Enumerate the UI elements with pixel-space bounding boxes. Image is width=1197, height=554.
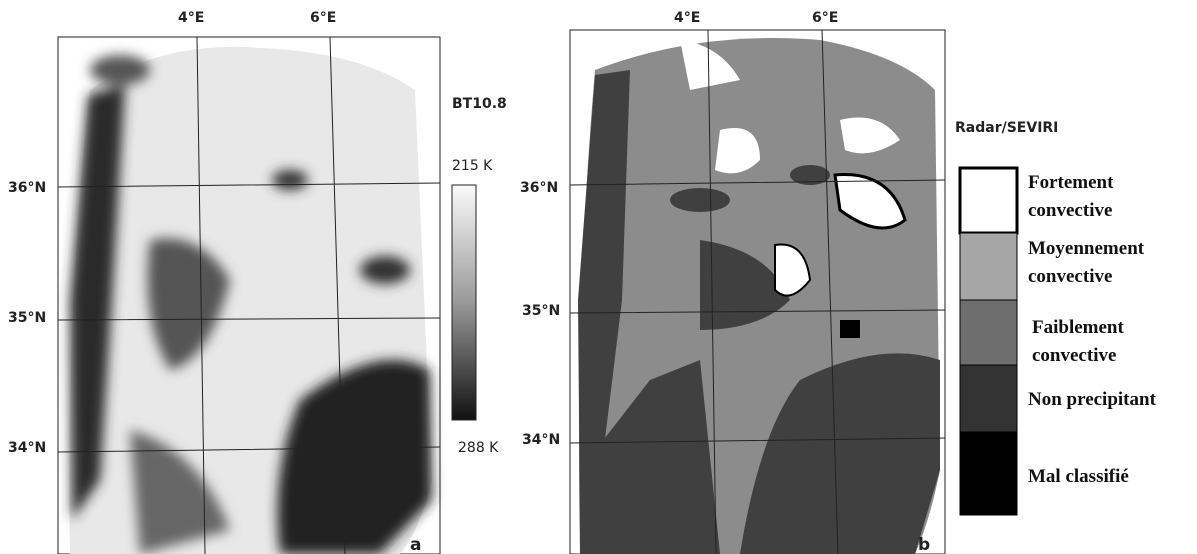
legend-label: Fortement bbox=[1028, 172, 1114, 193]
lat-label: 35°N bbox=[522, 303, 560, 319]
panel-label: a bbox=[410, 535, 421, 554]
lon-label: 4°E bbox=[674, 10, 700, 26]
lat-label: 36°N bbox=[520, 180, 558, 196]
colorbar bbox=[452, 185, 476, 420]
legend-label: convective bbox=[1028, 266, 1112, 287]
legend-label: Faiblement bbox=[1032, 317, 1124, 338]
lat-label: 36°N bbox=[8, 180, 46, 196]
legend-title: Radar/SEVIRI bbox=[955, 120, 1058, 136]
lon-label: 6°E bbox=[812, 10, 838, 26]
legend-label: Mal classifié bbox=[1028, 466, 1129, 487]
legend-label: Moyennement bbox=[1028, 238, 1145, 259]
legend: Fortement convective Moyennement convective… bbox=[960, 168, 1157, 515]
colorbar-label: 215 K bbox=[452, 158, 493, 174]
colorbar-label: 288 K bbox=[458, 440, 499, 456]
legend-swatch bbox=[960, 365, 1017, 432]
lon-label: 6°E bbox=[310, 10, 336, 26]
figure: 4°E 6°E 36°N 35°N 34°N BT10.8 215 K 288 … bbox=[0, 0, 1197, 554]
lat-label: 34°N bbox=[522, 432, 560, 448]
legend-label: convective bbox=[1032, 345, 1116, 366]
panel-label: b bbox=[918, 535, 930, 554]
colorbar-title: BT10.8 bbox=[452, 96, 507, 112]
legend-label: Non precipitant bbox=[1028, 389, 1157, 410]
legend-swatch bbox=[960, 233, 1017, 300]
legend-swatch bbox=[960, 300, 1017, 365]
lat-label: 35°N bbox=[8, 310, 46, 326]
lat-label: 34°N bbox=[8, 440, 46, 456]
panel-b: 4°E 6°E 36°N 35°N 34°N Radar/SEVIRI b Fo… bbox=[520, 10, 1157, 554]
legend-swatch bbox=[960, 432, 1017, 515]
legend-swatch bbox=[960, 168, 1017, 233]
panel-a: 4°E 6°E 36°N 35°N 34°N BT10.8 215 K 288 … bbox=[8, 10, 507, 554]
lon-label: 4°E bbox=[178, 10, 204, 26]
legend-label: convective bbox=[1028, 200, 1112, 221]
